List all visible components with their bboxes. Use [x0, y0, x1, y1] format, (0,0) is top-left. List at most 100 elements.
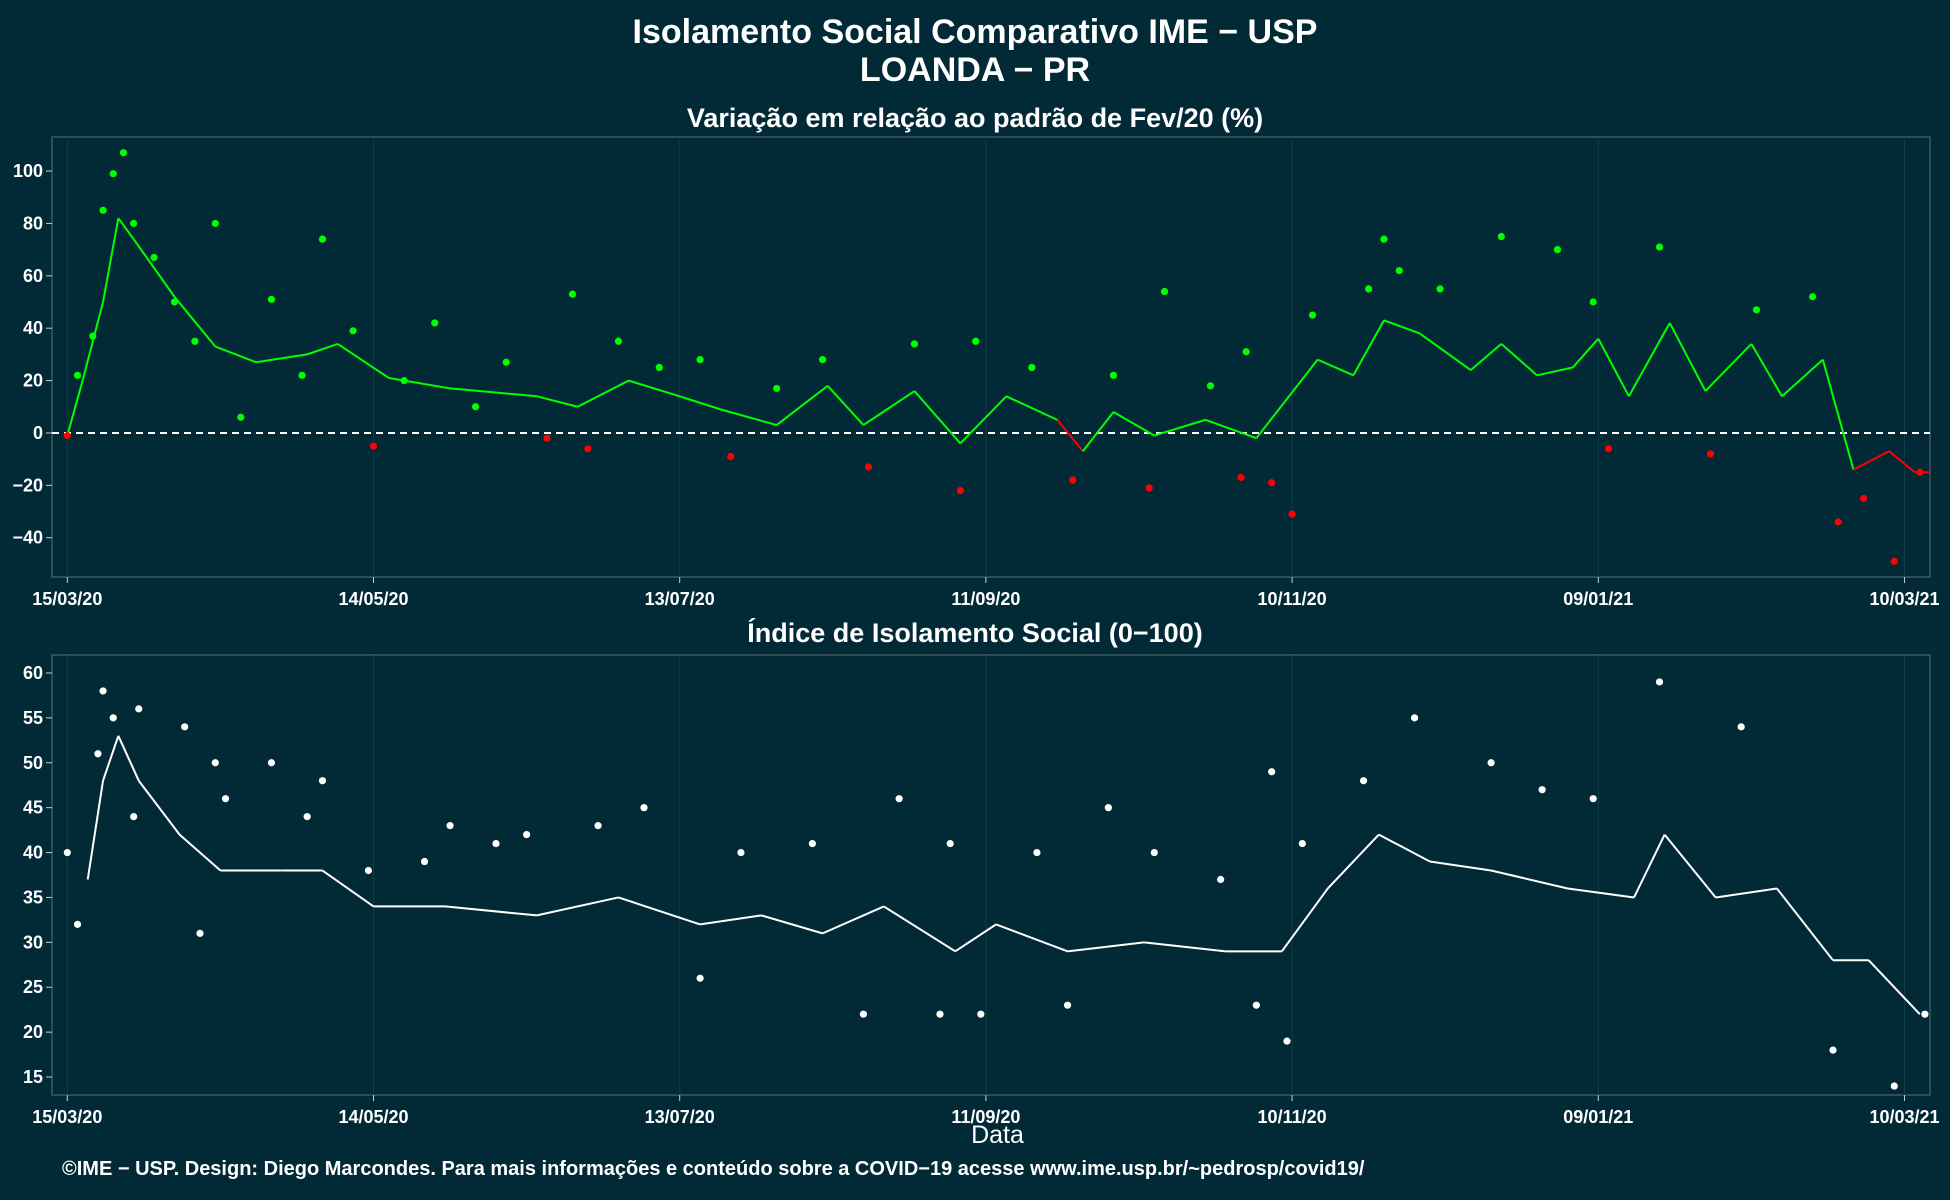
- moving-average-segment: [137, 780, 181, 836]
- data-point: [267, 759, 276, 767]
- moving-average-segment: [536, 395, 578, 408]
- data-point: [1063, 1001, 1072, 1009]
- x-tick-label: 15/03/20: [32, 1107, 102, 1127]
- data-point: [1237, 473, 1245, 482]
- data-point: [446, 822, 454, 830]
- moving-average-segment: [444, 905, 537, 917]
- data-point: [1242, 348, 1250, 356]
- data-point: [568, 290, 577, 298]
- x-axis-label: Data: [971, 1121, 1024, 1149]
- data-point: [211, 219, 219, 228]
- x-tick-label: 10/11/20: [1258, 1107, 1327, 1127]
- data-point: [150, 253, 158, 262]
- data-point: [1829, 1046, 1837, 1054]
- moving-average-segment: [699, 914, 762, 926]
- data-point: [946, 839, 954, 848]
- data-point: [1283, 1037, 1291, 1045]
- data-point: [1033, 848, 1041, 857]
- moving-average-segment: [1378, 833, 1431, 863]
- moving-average-segment: [337, 343, 390, 379]
- moving-average-segment: [959, 395, 1008, 445]
- data-point: [1206, 382, 1215, 390]
- data-point: [99, 206, 107, 214]
- chart-subtitle: LOANDA − PR: [859, 51, 1091, 89]
- plot-frame: [51, 654, 1931, 1096]
- data-point: [1487, 759, 1495, 767]
- moving-average-segment: [1500, 343, 1538, 377]
- data-point: [1298, 839, 1306, 848]
- data-point: [303, 813, 311, 821]
- data-point: [130, 813, 138, 821]
- y-tick-label: 50: [23, 753, 43, 773]
- data-point: [1834, 518, 1842, 526]
- moving-average-segment: [1821, 359, 1855, 470]
- data-point: [1252, 1001, 1260, 1009]
- data-point: [1890, 1082, 1898, 1090]
- data-point: [1553, 246, 1562, 254]
- data-point: [431, 319, 439, 327]
- data-point: [640, 804, 648, 812]
- data-point: [1145, 484, 1153, 492]
- data-point: [1410, 714, 1419, 722]
- moving-average-segment: [1143, 941, 1226, 953]
- data-point: [543, 434, 551, 442]
- moving-average-segment: [1781, 358, 1824, 398]
- moving-average-segment: [536, 896, 619, 917]
- moving-average-segment: [81, 301, 105, 381]
- data-point: [1109, 371, 1118, 379]
- x-tick-label: 13/07/20: [645, 589, 715, 609]
- moving-average-segment: [1056, 419, 1084, 452]
- moving-average-segment: [1628, 322, 1671, 397]
- moving-average-segment: [720, 408, 777, 427]
- moving-average-segment: [1429, 860, 1492, 872]
- data-point: [1538, 786, 1546, 794]
- y-tick-label: 20: [23, 371, 43, 391]
- data-point: [737, 848, 745, 857]
- data-point: [1308, 311, 1317, 319]
- data-point: [502, 358, 510, 366]
- chart-title: Isolamento Social Comparativo IME − USP: [632, 13, 1318, 51]
- moving-average-segment: [117, 217, 135, 240]
- data-point: [420, 857, 429, 866]
- panel1-title: Variação em relação ao padrão de Fev/20 …: [686, 103, 1264, 133]
- data-point: [109, 170, 117, 178]
- y-tick-label: 40: [23, 318, 43, 338]
- moving-average-segment: [1536, 366, 1573, 377]
- y-tick-label: 0: [33, 423, 43, 443]
- data-point: [298, 371, 306, 379]
- data-point: [63, 431, 71, 440]
- data-point: [977, 1010, 985, 1018]
- data-point: [818, 356, 827, 364]
- moving-average-segment: [255, 353, 308, 364]
- moving-average-segment: [913, 390, 962, 445]
- moving-average-segment: [826, 385, 865, 426]
- data-point: [369, 442, 378, 450]
- data-point: [523, 830, 531, 839]
- data-point: [1497, 232, 1505, 241]
- data-point: [1809, 293, 1817, 301]
- data-point: [1380, 235, 1388, 243]
- data-point: [1655, 243, 1664, 251]
- moving-average-segment: [1067, 941, 1145, 953]
- y-tick-label: 40: [23, 843, 43, 863]
- data-point: [73, 371, 82, 379]
- x-tick-label: 10/11/20: [1258, 589, 1327, 609]
- data-point: [1604, 445, 1613, 453]
- data-point: [119, 149, 128, 157]
- moving-average-segment: [577, 379, 630, 408]
- data-point: [89, 332, 97, 340]
- data-point: [859, 1010, 868, 1018]
- data-point: [1589, 795, 1597, 803]
- y-tick-label: 55: [23, 708, 43, 728]
- moving-average-segment: [1572, 338, 1600, 369]
- panel-2: 15/03/20 14/05/20 13/07/20 11/09/20 10/11/20…: [23, 654, 1940, 1127]
- x-tick-label: 11/09/20: [951, 1107, 1020, 1127]
- moving-average-segment: [117, 735, 140, 782]
- data-point: [936, 1010, 944, 1018]
- y-tick-label: −20: [12, 475, 43, 495]
- moving-average-segment: [178, 833, 222, 872]
- data-point: [1069, 476, 1077, 484]
- data-point: [211, 759, 219, 767]
- data-point: [318, 777, 327, 785]
- x-tick-label: 11/09/20: [951, 589, 1020, 609]
